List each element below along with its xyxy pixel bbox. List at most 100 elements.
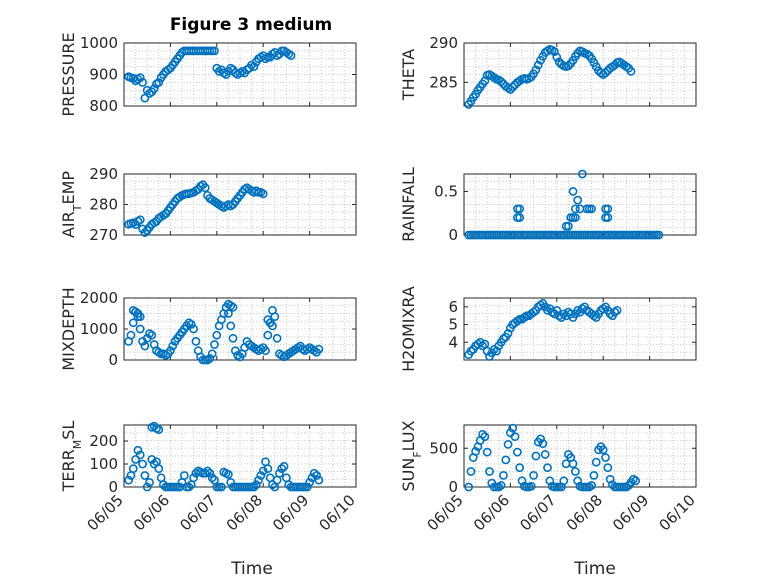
data-point [577, 169, 587, 179]
data-point [533, 60, 543, 70]
data-point [205, 354, 215, 363]
data-point [272, 333, 282, 343]
axes-box [463, 297, 697, 361]
y-tick-label: 0 [108, 351, 118, 369]
data-point [275, 468, 284, 478]
data-point [140, 341, 150, 351]
series-markers [464, 44, 636, 109]
data-point [147, 330, 157, 340]
data-point [464, 482, 474, 492]
data-point [217, 482, 226, 492]
subplot-4: 0 0.5 RAINFALL [399, 167, 697, 244]
x-tick-label: 06/07 [516, 491, 559, 534]
data-point [610, 307, 620, 317]
data-point [570, 204, 580, 214]
data-point [552, 52, 562, 62]
data-point [200, 183, 210, 193]
data-point [251, 480, 261, 490]
y-tick-label: 0 [108, 478, 118, 496]
x-tick-label: 06/06 [470, 491, 513, 534]
data-point [138, 459, 147, 469]
series-markers [464, 298, 622, 361]
data-point [631, 476, 641, 486]
y-tick-label: 270 [89, 226, 118, 244]
data-point [589, 311, 599, 321]
data-point [135, 450, 145, 460]
data-point [168, 341, 178, 351]
data-point [540, 450, 550, 459]
data-point [128, 464, 138, 474]
data-point [128, 218, 138, 228]
grid [464, 425, 696, 487]
data-point [249, 482, 259, 492]
data-point [519, 313, 529, 322]
y-axis-label: PRESSURE [59, 32, 78, 116]
data-point [564, 221, 573, 231]
data-point [531, 451, 541, 461]
data-point [203, 466, 212, 476]
data-point [591, 457, 601, 467]
y-tick-label: 5 [448, 316, 458, 334]
data-point [189, 324, 198, 334]
data-point [512, 447, 522, 457]
data-point [603, 204, 613, 214]
y-tick-label: 500 [429, 439, 458, 457]
figure-title: Figure 3 medium [170, 15, 332, 35]
subplot-6: 456 H2OMIXRA [399, 286, 697, 372]
data-point [186, 319, 196, 329]
data-point [466, 467, 476, 476]
data-point [589, 470, 599, 480]
data-point [531, 65, 541, 75]
data-point [543, 305, 552, 315]
data-point [133, 445, 143, 455]
x-axis-label-right: Time [573, 559, 616, 579]
y-tick-label: 6 [448, 298, 458, 316]
data-point [223, 309, 233, 318]
data-point [496, 481, 506, 490]
data-point [543, 463, 552, 473]
x-tick-label: 06/05 [84, 491, 127, 534]
data-point [277, 464, 287, 474]
data-point [508, 82, 518, 92]
subplot-7: 0 100 200 06/05 06/06 06/07 06/08 06/09 06/10 TER… [59, 421, 359, 535]
y-tick-label: 800 [89, 97, 118, 115]
y-axis-label: AIRTEMP [59, 171, 84, 238]
data-point [568, 187, 578, 196]
y-tick-label: 0 [448, 226, 458, 244]
y-tick-label: 100 [89, 455, 118, 473]
data-point [223, 469, 233, 479]
series-markers [124, 180, 268, 237]
data-point [256, 471, 266, 480]
data-point [601, 453, 610, 462]
data-point [517, 476, 527, 486]
data-point [261, 346, 270, 356]
data-point [268, 321, 277, 331]
x-tick-label: 06/08 [223, 491, 266, 534]
data-point [577, 304, 587, 314]
data-point [612, 305, 622, 315]
data-point [140, 93, 150, 103]
y-tick-label: 0.5 [434, 182, 458, 200]
data-point [124, 475, 134, 485]
y-axis-label: H2OMIXRA [399, 286, 418, 372]
data-point [135, 215, 145, 225]
data-point [263, 464, 273, 474]
x-axis-label-left: Time [230, 559, 273, 579]
data-point [545, 476, 555, 486]
data-point [587, 204, 596, 214]
x-tick-label: 06/10 [316, 491, 359, 534]
data-point [149, 459, 159, 469]
data-point [598, 304, 608, 314]
data-point [263, 330, 273, 340]
data-point [547, 307, 557, 317]
data-point [605, 474, 615, 484]
data-point [529, 307, 538, 317]
x-tick-label: 06/10 [656, 491, 699, 534]
y-axis-label: TERRMSL [59, 421, 84, 493]
data-point [226, 321, 236, 331]
data-point [605, 309, 615, 319]
